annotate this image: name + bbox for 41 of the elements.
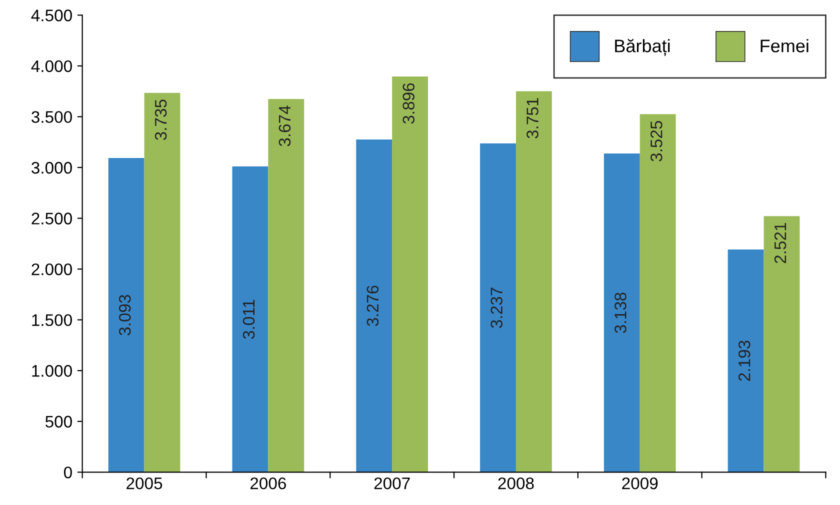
legend-label: Bărbați xyxy=(615,38,670,56)
data-label: 2.193 xyxy=(738,340,750,381)
data-label: 3.138 xyxy=(614,292,626,334)
y-tick-label: 1.000 xyxy=(32,365,72,377)
bar xyxy=(392,76,428,472)
x-tick-label: 2006 xyxy=(250,477,286,490)
y-tick-label: 4.500 xyxy=(31,10,72,22)
bar xyxy=(232,166,268,472)
bar xyxy=(640,114,676,472)
y-tick-label: 0 xyxy=(64,466,72,478)
data-label: 3.674 xyxy=(278,106,291,146)
x-tick-label: 2008 xyxy=(498,477,534,490)
y-tick-label: 2.000 xyxy=(32,263,72,276)
bar xyxy=(108,158,144,472)
y-tick-label: 1.500 xyxy=(32,314,72,326)
data-label: 3.896 xyxy=(402,83,415,124)
x-tick-label: 2009 xyxy=(622,477,658,490)
data-label: 3.237 xyxy=(490,288,502,328)
y-tick-label: 4.000 xyxy=(31,60,72,72)
data-label: 3.093 xyxy=(118,294,131,336)
bar xyxy=(480,143,516,472)
data-label: 3.011 xyxy=(242,300,255,339)
bar xyxy=(268,99,304,472)
data-label: 3.751 xyxy=(526,98,538,138)
bar xyxy=(604,153,640,472)
legend-label: Femei xyxy=(760,39,808,52)
y-tick-label: 500 xyxy=(45,416,72,428)
bar xyxy=(516,91,552,472)
y-tick-label: 3.000 xyxy=(32,162,72,174)
data-label: 3.525 xyxy=(650,120,662,162)
x-tick-label: 2007 xyxy=(374,477,410,490)
y-tick-label: 2.500 xyxy=(32,212,72,224)
bar xyxy=(356,139,392,472)
bar xyxy=(144,92,180,472)
data-label: 2.521 xyxy=(774,223,786,264)
bar xyxy=(764,216,800,472)
data-label: 3.735 xyxy=(154,100,167,140)
data-label: 3.276 xyxy=(366,286,379,326)
y-tick-label: 3.500 xyxy=(32,111,72,123)
bar xyxy=(728,249,764,472)
x-tick-label: 2005 xyxy=(126,477,162,490)
